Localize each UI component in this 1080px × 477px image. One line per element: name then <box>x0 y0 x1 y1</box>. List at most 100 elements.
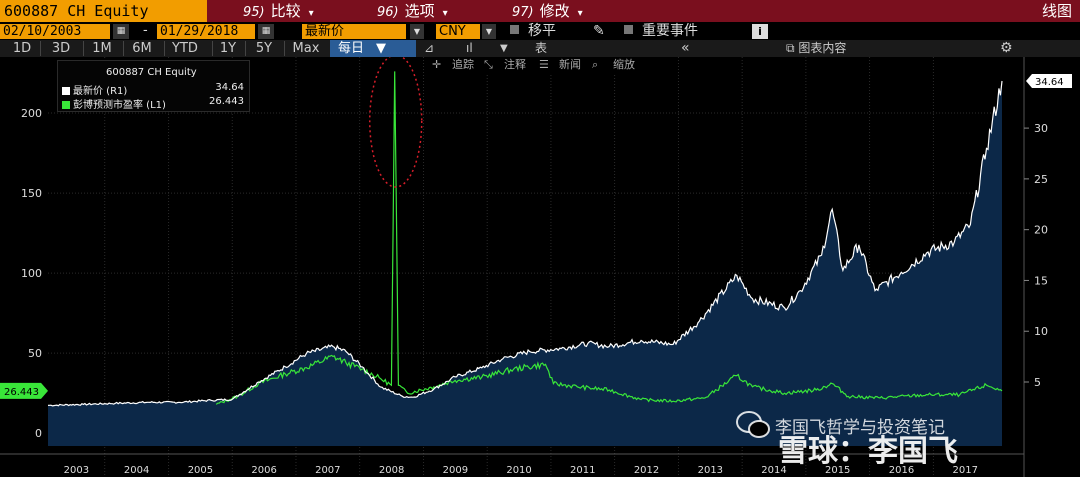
options-num: 96) <box>377 5 399 20</box>
pe-series-line <box>215 71 1003 405</box>
edit-num: 97) <box>512 5 534 20</box>
crosshair-icon[interactable]: ✛ <box>432 58 442 71</box>
info-icon[interactable]: i <box>752 24 768 39</box>
divider <box>40 41 41 56</box>
line-chart-icon[interactable]: ⊿ <box>424 41 435 55</box>
period-1m[interactable]: 1M <box>92 41 112 56</box>
legend-value-price: 34.64 <box>215 82 244 93</box>
chart-contents-icon: ⧉ <box>786 41 799 55</box>
period-1y[interactable]: 1Y <box>219 41 237 56</box>
divider <box>164 41 165 56</box>
left-tick-label: 150 <box>21 187 42 200</box>
x-tick-label: 2010 <box>506 465 531 476</box>
right-tick-label: 5 <box>1034 376 1041 389</box>
x-tick-label: 2017 <box>953 465 978 476</box>
divider <box>245 41 246 56</box>
pe-last-value: 26.443 <box>4 387 39 398</box>
frequency-select[interactable]: 每日 ▼ <box>330 40 416 57</box>
watermark-line1: 李国飞哲学与投资笔记 <box>775 418 945 438</box>
end-calendar-icon[interactable]: ▦ <box>258 24 274 39</box>
x-tick-label: 2012 <box>634 465 659 476</box>
zoom-tool[interactable]: 缩放 <box>613 58 635 71</box>
compare-num: 95) <box>243 5 265 20</box>
x-tick-label: 2009 <box>443 465 468 476</box>
news-tool[interactable]: 新闻 <box>559 58 581 71</box>
options-caret-icon: ▾ <box>439 8 448 19</box>
shift-checkbox-box <box>510 25 519 34</box>
period-3d[interactable]: 3D <box>51 41 71 56</box>
ticker-field[interactable]: 600887 CH Equity <box>0 0 207 22</box>
last-value-tags: 34.64 26.443 <box>0 73 1072 399</box>
shift-checkbox[interactable]: 移平 <box>510 22 556 40</box>
right-tick-label: 25 <box>1034 173 1048 186</box>
annotation-toolbar: ✛ 追踪 ⤡ 注释 ☰ 新闻 ⌕ 缩放 <box>432 57 644 73</box>
collapse-icon[interactable]: « <box>681 40 690 56</box>
period-max[interactable]: Max <box>292 41 320 56</box>
right-tick-label: 30 <box>1034 122 1048 135</box>
annotate-icon[interactable]: ⤡ <box>484 58 493 71</box>
start-date-field[interactable]: 02/10/2003 <box>0 24 110 39</box>
period-1d[interactable]: 1D <box>12 41 32 56</box>
news-icon[interactable]: ☰ <box>539 58 549 71</box>
period-ytd[interactable]: YTD <box>172 41 198 56</box>
price-area-fill <box>48 81 1002 446</box>
gear-icon[interactable]: ⚙ <box>1000 40 1013 56</box>
legend-item-pe[interactable]: 彭博预测市盈率 (L1) 26.443 <box>62 96 248 111</box>
compare-label: 比较 <box>270 2 301 20</box>
frequency-label: 每日 <box>338 41 365 56</box>
x-tick-label: 2004 <box>124 465 149 476</box>
x-tick-label: 2014 <box>761 465 786 476</box>
legend-item-price[interactable]: 最新价 (R1) 34.64 <box>62 82 248 97</box>
period-6m[interactable]: 6M <box>132 41 152 56</box>
date-separator: - <box>143 23 148 38</box>
edit-button[interactable]: 97) 修改 ▾ <box>512 0 583 22</box>
field-dropdown-icon[interactable]: ▼ <box>410 24 424 39</box>
chart-type-label[interactable]: 线图 <box>1041 2 1072 20</box>
end-date-field[interactable]: 01/29/2018 <box>157 24 255 39</box>
price-field-select[interactable]: 最新价 <box>302 24 406 39</box>
x-tick-label: 2006 <box>251 465 276 476</box>
start-calendar-icon[interactable]: ▦ <box>113 24 129 39</box>
right-tick-label: 15 <box>1034 274 1048 287</box>
divider <box>123 41 124 56</box>
x-tick-label: 2011 <box>570 465 595 476</box>
x-tick-label: 2013 <box>698 465 723 476</box>
compare-button[interactable]: 95) 比较 ▾ <box>243 0 314 22</box>
right-tick-label: 20 <box>1034 224 1048 237</box>
currency-dropdown-icon[interactable]: ▼ <box>482 24 496 39</box>
bar-style-icon[interactable]: ıl <box>466 41 473 55</box>
table-button[interactable]: 表 <box>535 41 548 55</box>
track-tool[interactable]: 追踪 <box>452 58 474 71</box>
chart-contents-button[interactable]: ⧉ 图表内容 <box>786 40 846 57</box>
style-dropdown-icon[interactable]: ▼ <box>500 43 508 54</box>
events-checkbox[interactable]: 重要事件 <box>624 22 698 40</box>
right-axis: 5 10 15 20 25 30 <box>1024 122 1048 389</box>
edit-label: 修改 <box>539 2 570 20</box>
legend-title: 600887 CH Equity <box>106 67 197 78</box>
x-tick-label: 2008 <box>379 465 404 476</box>
divider <box>284 41 285 56</box>
x-tick-label: 2016 <box>889 465 914 476</box>
frequency-caret-icon: ▼ <box>376 41 387 56</box>
shift-label: 移平 <box>528 23 556 39</box>
period-5y[interactable]: 5Y <box>255 41 273 56</box>
pencil-icon[interactable]: ✎ <box>593 23 605 39</box>
events-label: 重要事件 <box>642 23 698 39</box>
events-checkbox-box <box>624 25 633 34</box>
legend-label-pe: 彭博预测市盈率 (L1) <box>73 100 166 111</box>
legend-swatch-pe <box>62 101 70 109</box>
annotate-tool[interactable]: 注释 <box>504 58 526 71</box>
divider <box>212 41 213 56</box>
edit-caret-icon: ▾ <box>574 8 583 19</box>
left-axis: 0 50 100 150 200 <box>21 107 42 440</box>
title-toolbar: 600887 CH Equity 95) 比较 ▾ 96) 选项 ▾ 97) 修改 ▾… <box>0 0 1080 22</box>
left-tick-label: 50 <box>28 347 42 360</box>
options-button[interactable]: 96) 选项 ▾ <box>377 0 448 22</box>
zoom-icon[interactable]: ⌕ <box>592 58 599 71</box>
range-toolbar <box>0 40 1080 57</box>
wechat-icon <box>736 411 770 438</box>
compare-caret-icon: ▾ <box>305 8 314 19</box>
watermark-line2: 雪球：李国飞 <box>778 434 958 469</box>
currency-select[interactable]: CNY <box>436 24 480 39</box>
